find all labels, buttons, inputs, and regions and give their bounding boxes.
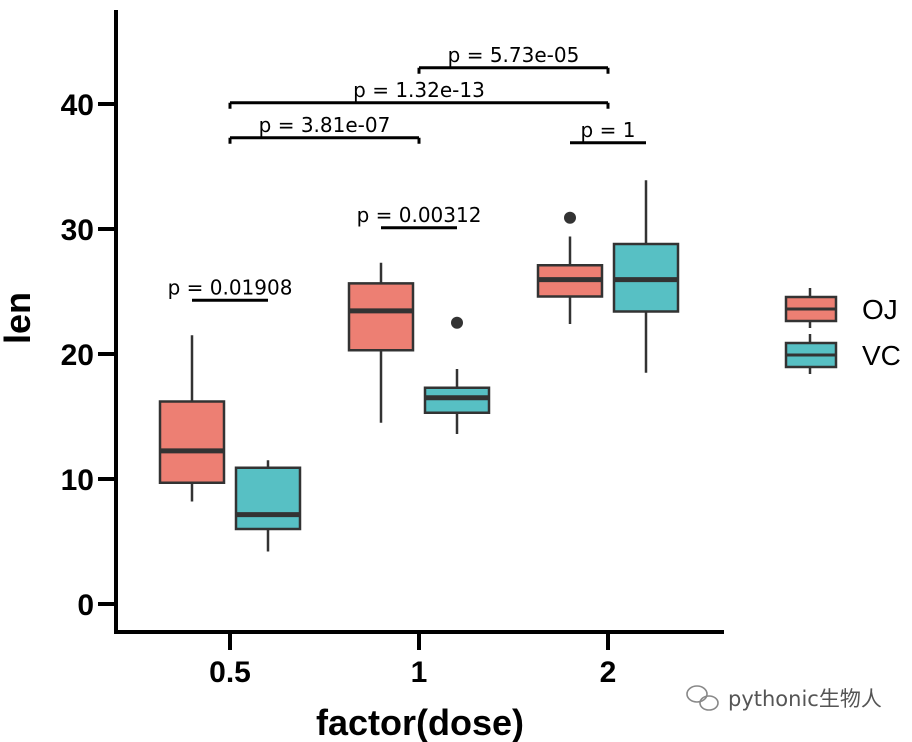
watermark: pythonic生物人	[686, 685, 882, 711]
p-value-bracket: p = 1.32e-13	[228, 78, 610, 109]
box-oj-1	[347, 262, 415, 423]
box-oj-2	[536, 211, 604, 324]
box-vc-0.5	[234, 460, 302, 552]
y-tick-label: 10	[61, 464, 94, 497]
outlier-point	[451, 316, 463, 329]
legend-label: VC	[862, 340, 901, 371]
x-tick-label: 2	[600, 656, 617, 689]
wechat-icon	[686, 685, 719, 711]
box-body	[347, 282, 415, 352]
y-tick-label: 30	[61, 214, 94, 247]
x-axis-title: factor(dose)	[316, 702, 524, 742]
box-oj-0.5	[158, 335, 226, 502]
p-value-label: p = 1	[581, 118, 636, 142]
x-tick-label: 0.5	[209, 656, 251, 689]
p-value-bracket: p = 5.73e-05	[417, 43, 610, 74]
y-tick-label: 40	[61, 89, 94, 122]
p-value-label: p = 0.00312	[357, 203, 482, 227]
p-value-bracket: p = 0.01908	[168, 275, 293, 302]
plot-area	[158, 180, 680, 552]
p-value-bracket: p = 0.00312	[357, 203, 482, 230]
p-value-label: p = 1.32e-13	[353, 78, 485, 102]
y-tick-label: 0	[77, 589, 94, 622]
p-value-annotations: p = 0.01908 p = 0.00312 p = 1 p = 3.81e-07 p…	[168, 43, 646, 302]
p-value-bracket: p = 3.81e-07	[228, 113, 421, 144]
box-body	[234, 466, 302, 531]
legend-item-vc: VC	[784, 334, 901, 374]
legend: OJ VC	[784, 288, 901, 374]
watermark-text: pythonic生物人	[728, 687, 882, 711]
x-tick-label: 1	[411, 656, 428, 689]
p-value-label: p = 5.73e-05	[448, 43, 580, 67]
y-axis-title: len	[0, 292, 38, 344]
box-vc-2	[612, 180, 680, 373]
outlier-point	[564, 211, 576, 224]
p-value-label: p = 3.81e-07	[259, 113, 391, 137]
box-vc-1	[423, 316, 491, 434]
box-body	[158, 400, 226, 484]
p-value-bracket: p = 1	[570, 118, 646, 145]
legend-label: OJ	[862, 294, 898, 325]
p-value-label: p = 0.01908	[168, 275, 293, 299]
axes: 0 10 20 30 40 0.5 1 2	[61, 10, 724, 689]
y-tick-label: 20	[61, 339, 94, 372]
legend-item-oj: OJ	[784, 288, 898, 328]
